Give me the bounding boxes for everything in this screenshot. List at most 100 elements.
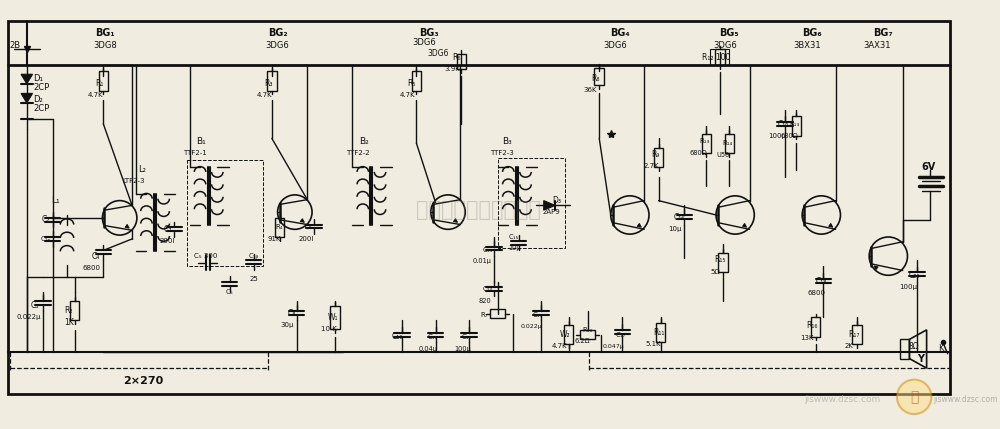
Bar [811,317,820,336]
Text: 10μ: 10μ [508,245,520,251]
Text: R₁₀: R₁₀ [583,327,593,333]
Bar [710,49,729,65]
Text: C₁ᵦ: C₁ᵦ [248,253,259,259]
Text: BG₂: BG₂ [268,28,287,38]
Text: 13K: 13K [800,335,814,341]
Circle shape [897,380,931,414]
Text: 2K: 2K [845,343,854,349]
Text: D₂: D₂ [34,95,43,104]
Text: C₂₀: C₂₀ [908,271,920,280]
Text: 3.9K: 3.9K [445,66,461,72]
Text: C₃: C₃ [30,302,39,311]
Bar [594,67,604,85]
Bar [412,71,421,91]
Text: 3DG6: 3DG6 [428,49,449,58]
Text: 91K: 91K [268,236,281,242]
Polygon shape [21,74,33,84]
Text: BG₁: BG₁ [95,28,115,38]
Text: C₁₈: C₁₈ [816,278,827,287]
Text: B₁: B₁ [196,137,206,146]
Text: 30μ: 30μ [280,322,294,328]
Text: 0.022μ: 0.022μ [16,314,41,320]
Text: 6V: 6V [921,162,936,172]
Text: 6800: 6800 [83,265,101,271]
Text: 200I: 200I [299,236,314,242]
Text: 4.7K: 4.7K [88,92,104,98]
Text: 2CP: 2CP [34,104,50,113]
Text: 10 K: 10 K [321,326,337,332]
Text: R₁₂ 100: R₁₂ 100 [702,52,730,61]
Text: TTF2-3: TTF2-3 [490,150,513,156]
Text: 杭州特茨科技有限公司: 杭州特茨科技有限公司 [416,200,541,220]
Text: 2CP: 2CP [34,83,50,92]
Bar [900,339,909,359]
Text: R₁₅: R₁₅ [714,255,726,264]
Text: TTF2-1: TTF2-1 [183,150,207,156]
Text: C₁₃: C₁₃ [483,248,493,254]
Text: jiswww.dzsc.com: jiswww.dzsc.com [804,395,881,404]
Text: 0.022μ: 0.022μ [520,324,542,329]
Text: C₁₉: C₁₉ [777,120,789,129]
Text: C₁₅: C₁₅ [509,234,519,240]
Text: C₁₄: C₁₄ [483,286,493,292]
Text: K: K [938,344,944,353]
Text: 2B: 2B [10,41,21,50]
Text: jiswww.dzsc.com: jiswww.dzsc.com [933,395,998,404]
Bar [330,306,340,329]
Text: BG₄: BG₄ [610,28,630,38]
Text: 维: 维 [910,390,918,404]
Text: W₂: W₂ [559,330,570,339]
Text: 2×270: 2×270 [123,375,164,386]
Bar [457,54,466,69]
Text: 4.7K: 4.7K [552,343,568,349]
Text: 6.2Ω: 6.2Ω [574,338,590,344]
Text: C₁₇: C₁₇ [615,332,625,338]
Text: 25: 25 [249,276,258,282]
Bar [654,148,663,167]
Text: R₃: R₃ [264,79,272,88]
Text: 100μ: 100μ [768,133,786,139]
Text: R₁: R₁ [95,79,104,88]
Text: 0.04μ: 0.04μ [418,346,437,352]
Bar [852,325,862,344]
Bar [498,157,565,248]
Text: 3AX31: 3AX31 [863,41,891,50]
Text: 100μ: 100μ [454,346,471,352]
Text: C₁₆: C₁₆ [674,213,685,222]
Text: 3DG6: 3DG6 [412,38,436,47]
Text: 100μ: 100μ [899,284,917,290]
Bar [580,330,595,339]
Text: R₁₃: R₁₃ [699,138,710,144]
Text: R₁₇: R₁₇ [848,330,860,339]
Bar [792,116,801,136]
Bar [267,71,277,91]
Text: D₃: D₃ [553,196,562,205]
Text: BG₆: BG₆ [802,28,822,38]
Text: 10μ: 10μ [668,227,682,233]
Bar [490,309,505,318]
Text: 2AP9: 2AP9 [543,209,560,215]
Bar [70,301,79,320]
Text: R₉: R₉ [652,150,660,159]
Text: 5.1K: 5.1K [645,341,661,347]
Text: C₁₅: C₁₅ [533,312,543,318]
Bar [656,323,665,342]
Text: C₁₁: C₁₁ [428,334,438,339]
Text: C₁ₐ: C₁ₐ [41,236,51,242]
Text: 680Ω: 680Ω [781,133,799,139]
Text: C₉: C₉ [304,224,312,230]
Text: B₂: B₂ [359,137,369,146]
Text: C₇: C₇ [163,225,172,234]
Text: L₂: L₂ [138,166,146,175]
Bar [718,253,728,272]
Bar [702,133,711,153]
Bar [187,160,263,266]
Bar [564,325,573,344]
Text: L₁: L₁ [51,196,60,205]
Text: C₈: C₈ [288,309,296,318]
Text: R₇: R₇ [481,312,488,318]
Bar [715,49,725,65]
Polygon shape [21,94,33,103]
Text: 36K: 36K [584,87,597,93]
Text: C₂: C₂ [42,215,50,224]
